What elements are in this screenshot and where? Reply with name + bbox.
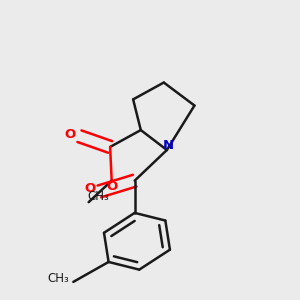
Text: CH₃: CH₃ xyxy=(87,190,109,202)
Text: O: O xyxy=(64,128,76,141)
Text: O: O xyxy=(85,182,96,195)
Text: N: N xyxy=(163,139,174,152)
Text: O: O xyxy=(106,180,118,193)
Text: CH₃: CH₃ xyxy=(47,272,69,285)
